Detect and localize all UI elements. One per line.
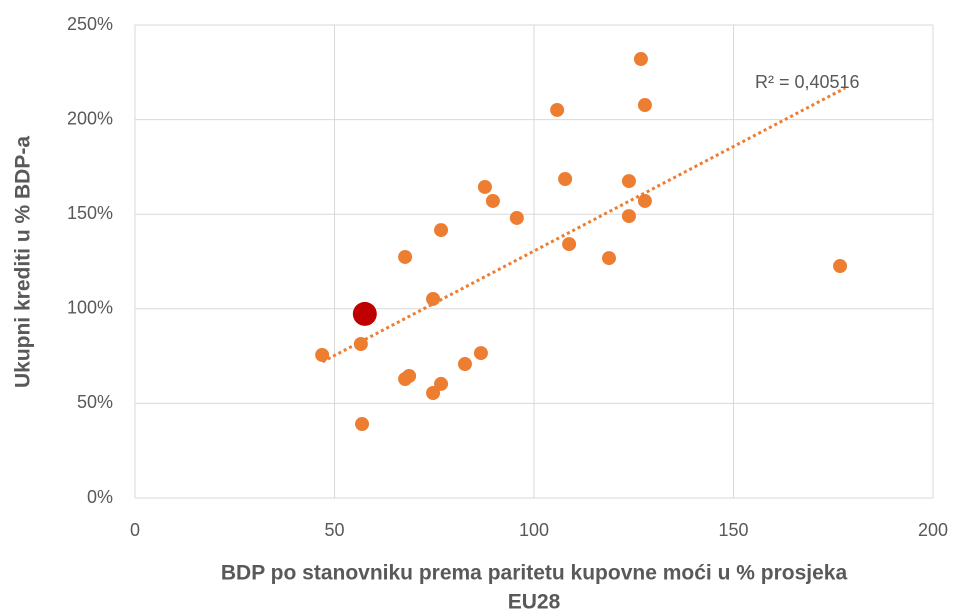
trendline xyxy=(321,86,846,364)
point xyxy=(473,346,488,361)
x-tick-label: 50 xyxy=(324,520,344,540)
point xyxy=(355,417,370,432)
point xyxy=(457,357,472,372)
y-tick-label: 150% xyxy=(67,203,113,223)
y-tick-label: 50% xyxy=(77,392,113,412)
point xyxy=(402,368,417,383)
x-tick-label: 100 xyxy=(519,520,549,540)
point xyxy=(315,347,330,362)
x-tick-label: 0 xyxy=(130,520,140,540)
x-axis-label: EU28 xyxy=(508,591,561,614)
point xyxy=(621,209,636,224)
point xyxy=(509,210,524,225)
point xyxy=(398,249,413,264)
x-tick-label: 200 xyxy=(918,520,948,540)
y-axis-label: Ukupni krediti u % BDP-a xyxy=(12,136,35,388)
point xyxy=(602,251,617,266)
x-tick-label: 150 xyxy=(718,520,748,540)
point xyxy=(833,259,848,274)
point xyxy=(434,223,449,238)
y-tick-label: 200% xyxy=(67,108,113,128)
highlight-point xyxy=(352,301,377,326)
point xyxy=(550,102,565,117)
point xyxy=(562,237,577,252)
y-tick-label: 100% xyxy=(67,298,113,318)
point xyxy=(477,179,492,194)
point xyxy=(558,172,573,187)
y-tick-label: 250% xyxy=(67,14,113,34)
point xyxy=(485,193,500,208)
y-tick-label: 0% xyxy=(87,487,113,507)
point xyxy=(637,193,652,208)
point xyxy=(426,385,441,400)
annotation: R² = 0,40516 xyxy=(755,72,860,92)
point xyxy=(353,336,368,351)
point xyxy=(434,376,449,391)
point xyxy=(637,98,652,113)
point xyxy=(621,174,636,189)
x-axis-label: BDP po stanovniku prema paritetu kupovne… xyxy=(221,562,848,585)
point xyxy=(633,52,648,67)
point xyxy=(426,291,441,306)
